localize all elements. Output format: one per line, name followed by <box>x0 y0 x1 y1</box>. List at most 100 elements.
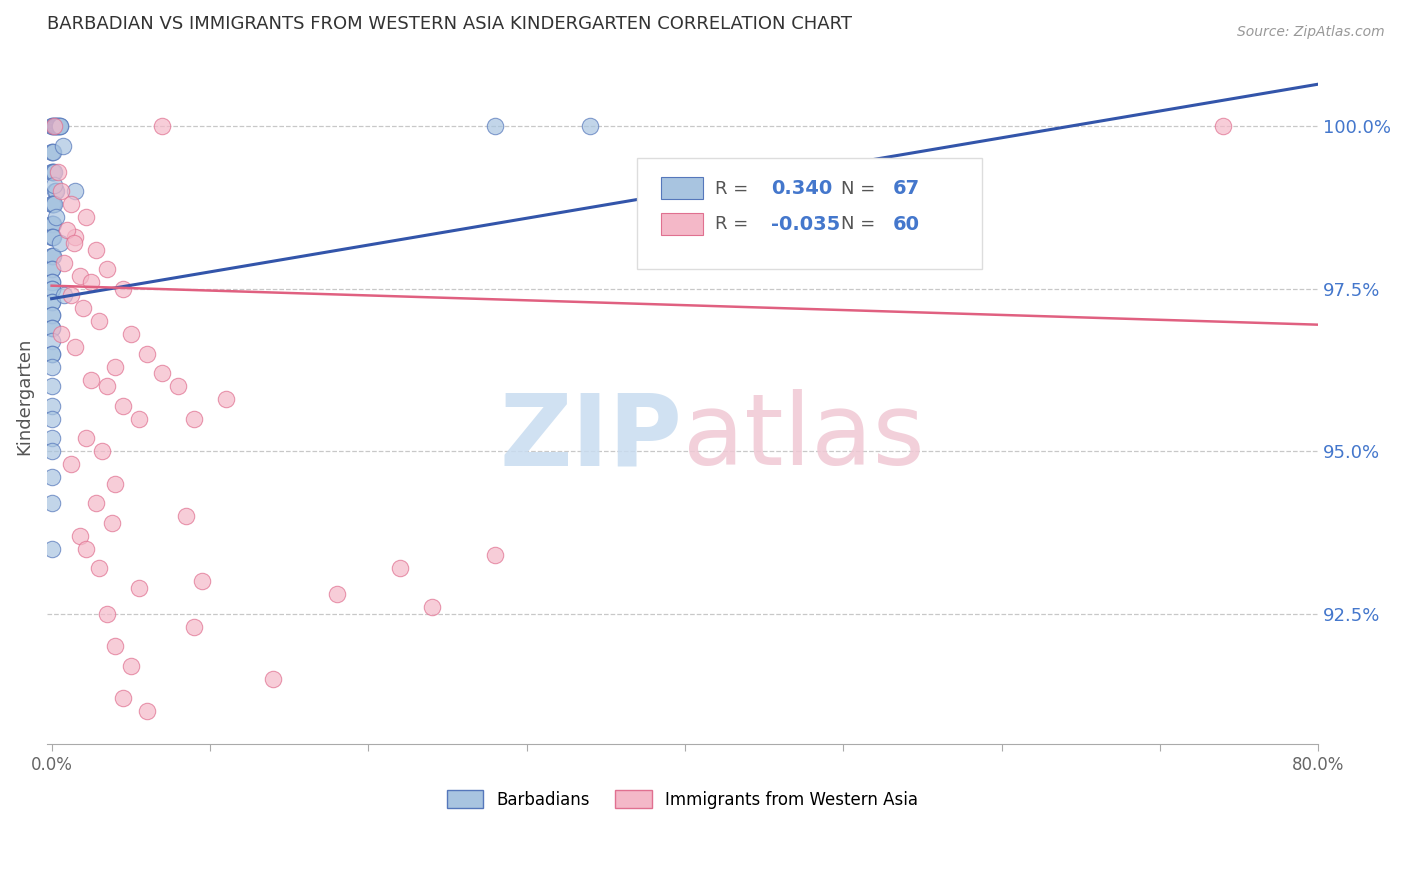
Point <box>41 308 63 322</box>
Point <box>56 223 79 237</box>
Point <box>69 529 91 543</box>
Text: Source: ZipAtlas.com: Source: ZipAtlas.com <box>1237 25 1385 39</box>
Point <box>65 185 87 199</box>
Point <box>41 321 63 335</box>
Point <box>84 243 107 257</box>
Point <box>41 217 63 231</box>
Point <box>41 262 63 277</box>
Point <box>42 230 65 244</box>
Point <box>41 120 63 134</box>
Legend: Barbadians, Immigrants from Western Asia: Barbadians, Immigrants from Western Asia <box>440 783 925 815</box>
Point <box>42 178 65 192</box>
Point <box>96 607 118 621</box>
Point <box>41 399 63 413</box>
Point <box>41 262 63 277</box>
Point <box>41 412 63 426</box>
Point <box>174 509 197 524</box>
Point <box>42 165 65 179</box>
Point <box>44 185 66 199</box>
Text: ZIP: ZIP <box>499 390 682 486</box>
Point <box>41 294 63 309</box>
Point <box>89 561 111 575</box>
Point <box>41 379 63 393</box>
Point <box>65 340 87 354</box>
Point <box>75 541 97 556</box>
Point <box>42 217 65 231</box>
Y-axis label: Kindergarten: Kindergarten <box>15 337 32 455</box>
Point <box>167 379 190 393</box>
Point <box>42 120 65 134</box>
Point <box>53 256 76 270</box>
Point <box>484 120 506 134</box>
Point <box>49 185 72 199</box>
Point <box>75 211 97 225</box>
Text: N =: N = <box>841 216 882 234</box>
Point <box>48 236 70 251</box>
Point <box>484 549 506 563</box>
Point <box>80 373 103 387</box>
Point <box>41 470 63 484</box>
Point <box>41 282 63 296</box>
Point <box>152 120 174 134</box>
Point <box>45 120 67 134</box>
Point <box>41 197 63 211</box>
Point <box>41 249 63 263</box>
Point <box>101 516 124 530</box>
Point <box>104 640 127 654</box>
Text: 67: 67 <box>893 179 921 198</box>
Point <box>1212 120 1234 134</box>
Point <box>41 197 63 211</box>
Point <box>46 165 69 179</box>
Point <box>53 288 76 302</box>
Text: R =: R = <box>714 216 754 234</box>
Point <box>48 120 70 134</box>
Point <box>45 120 67 134</box>
Point <box>41 165 63 179</box>
Point <box>59 458 82 472</box>
Point <box>42 197 65 211</box>
Point <box>59 197 82 211</box>
Point <box>104 359 127 374</box>
Point <box>72 301 94 316</box>
Point <box>84 496 107 510</box>
Point <box>41 496 63 510</box>
Point <box>325 587 347 601</box>
Point <box>89 314 111 328</box>
Point <box>59 288 82 302</box>
Point <box>41 334 63 348</box>
Point <box>120 659 142 673</box>
Point <box>41 217 63 231</box>
Point <box>46 120 69 134</box>
Point <box>135 705 157 719</box>
Text: N =: N = <box>841 180 882 198</box>
Point <box>262 672 284 686</box>
Point <box>44 120 66 134</box>
Point <box>52 139 75 153</box>
Point <box>579 120 602 134</box>
Point <box>183 412 205 426</box>
Point <box>41 347 63 361</box>
Point <box>41 120 63 134</box>
Point <box>41 308 63 322</box>
Point <box>80 276 103 290</box>
Point <box>128 581 150 595</box>
Point <box>48 120 70 134</box>
Point <box>128 412 150 426</box>
Point <box>41 359 63 374</box>
Point <box>104 477 127 491</box>
Point <box>45 211 67 225</box>
Text: BARBADIAN VS IMMIGRANTS FROM WESTERN ASIA KINDERGARTEN CORRELATION CHART: BARBADIAN VS IMMIGRANTS FROM WESTERN ASI… <box>46 15 852 33</box>
Point <box>45 185 67 199</box>
Point <box>46 120 69 134</box>
Point <box>111 399 134 413</box>
Point <box>152 367 174 381</box>
Point <box>41 347 63 361</box>
Point <box>191 574 214 589</box>
Point <box>41 230 63 244</box>
Point <box>41 276 63 290</box>
Point <box>49 120 72 134</box>
Point <box>41 145 63 160</box>
Point <box>111 282 134 296</box>
Point <box>96 379 118 393</box>
Text: 60: 60 <box>893 215 920 234</box>
